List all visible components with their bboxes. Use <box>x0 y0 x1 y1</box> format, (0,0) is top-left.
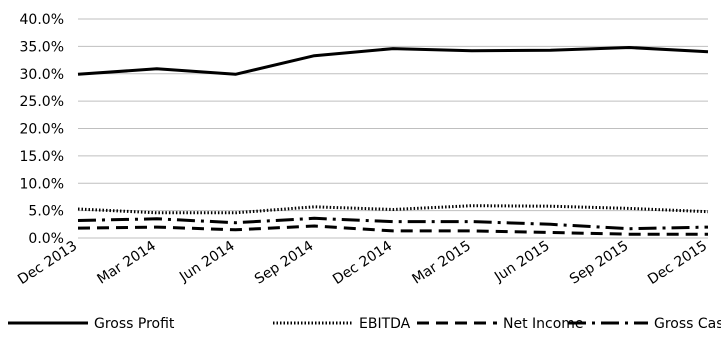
legend: Gross Profit EBITDA Net Income Gross Cash F… <box>8 316 721 332</box>
y-tick-label: 30.0% <box>20 67 64 83</box>
y-tick-label: 10.0% <box>20 176 64 192</box>
y-axis-tick-labels: 0.0% 5.0% 10.0% 15.0% 20.0% 25.0% 30.0% 35.0% 40… <box>20 12 64 247</box>
x-tick-label: Dec 2015 <box>645 238 710 288</box>
x-tick-label: Sep 2014 <box>252 238 317 288</box>
y-tick-label: 15.0% <box>20 149 64 165</box>
x-tick-label: Sep 2015 <box>567 238 631 288</box>
x-tick-label: Mar 2014 <box>94 238 159 288</box>
y-tick-label: 20.0% <box>20 122 64 138</box>
series-lines <box>77 46 709 236</box>
x-tick-label: Mar 2015 <box>409 238 473 288</box>
y-tick-label: 5.0% <box>28 204 64 220</box>
legend-label: Gross Cash Flow <box>654 316 721 332</box>
x-tick-label: Jun 2015 <box>491 238 553 286</box>
legend-label: Net Income <box>503 316 584 332</box>
y-tick-label: 25.0% <box>20 94 64 110</box>
gridlines <box>78 18 708 239</box>
series-line <box>77 46 709 76</box>
series-line <box>77 204 709 215</box>
x-axis-tick-labels: Dec 2013 Mar 2014 Jun 2014 Sep 2014 Dec 2014… <box>15 238 710 288</box>
legend-label: Gross Profit <box>94 316 175 332</box>
x-tick-label: Dec 2014 <box>330 238 395 288</box>
legend-label: EBITDA <box>359 316 411 332</box>
x-tick-label: Jun 2014 <box>176 238 238 286</box>
y-tick-label: 0.0% <box>28 231 64 247</box>
y-tick-label: 35.0% <box>20 39 64 55</box>
series-line <box>77 224 708 236</box>
y-tick-label: 40.0% <box>20 12 64 28</box>
series-line <box>77 216 709 231</box>
